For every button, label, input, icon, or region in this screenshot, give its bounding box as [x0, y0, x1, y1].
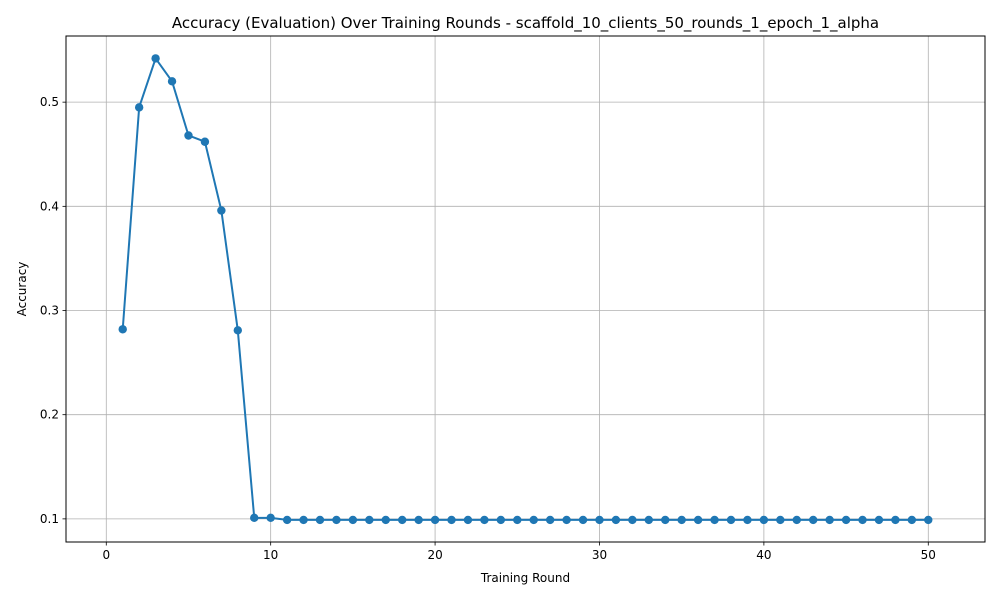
data-point	[282, 515, 292, 525]
y-axis-label: Accuracy	[15, 262, 29, 317]
data-point	[628, 515, 637, 525]
data-point	[217, 206, 226, 215]
data-point	[759, 515, 769, 525]
chart-title: Accuracy (Evaluation) Over Training Roun…	[172, 14, 879, 33]
data-point	[200, 137, 210, 146]
data-point	[233, 326, 242, 335]
data-point	[151, 54, 160, 63]
data-point	[924, 515, 933, 525]
data-point	[644, 515, 654, 525]
axis-ticks: 0 10 20 30 40 50 0.1 0.2 0.3 0.4 0.5	[40, 95, 936, 562]
data-point	[776, 515, 785, 525]
data-point	[874, 515, 884, 525]
data-point	[661, 515, 670, 525]
data-point	[743, 515, 752, 525]
data-point	[167, 77, 177, 86]
x-tick-label: 30	[592, 548, 607, 562]
data-point	[430, 515, 440, 525]
data-point	[529, 515, 538, 525]
grid-lines	[66, 36, 985, 542]
data-point	[266, 513, 275, 523]
data-point	[118, 325, 127, 334]
data-point	[677, 515, 686, 525]
data-point	[463, 515, 473, 525]
x-tick-label: 40	[756, 548, 771, 562]
data-point	[134, 103, 144, 112]
data-point	[891, 515, 900, 525]
data-point	[184, 131, 193, 140]
x-tick-label: 10	[263, 548, 278, 562]
x-tick-label: 0	[102, 548, 110, 562]
y-tick-label: 0.5	[40, 95, 59, 109]
data-point	[447, 515, 456, 525]
data-point	[825, 515, 834, 525]
data-point	[693, 515, 703, 525]
x-axis-label: Training Round	[480, 571, 570, 585]
data-point	[792, 515, 801, 525]
data-point	[348, 515, 358, 525]
data-point	[907, 515, 917, 525]
data-point	[381, 515, 390, 525]
data-point	[299, 515, 308, 525]
data-point	[414, 515, 423, 525]
y-tick-label: 0.1	[40, 512, 59, 526]
data-point	[611, 515, 621, 525]
data-point	[545, 515, 555, 525]
series-accuracy	[118, 54, 933, 525]
data-point	[809, 515, 818, 525]
data-point	[365, 515, 374, 525]
data-point	[562, 515, 571, 525]
data-point	[332, 515, 341, 525]
data-point	[480, 515, 489, 525]
x-tick-label: 20	[427, 548, 442, 562]
data-point	[397, 515, 407, 525]
data-point	[578, 515, 588, 525]
data-point	[841, 515, 851, 525]
y-tick-label: 0.2	[40, 408, 59, 422]
data-point	[595, 515, 604, 525]
data-point	[858, 515, 867, 525]
data-point	[496, 515, 506, 525]
data-point	[315, 515, 325, 525]
data-point	[513, 515, 522, 525]
data-point	[710, 515, 719, 525]
data-point	[726, 515, 736, 525]
data-point	[250, 513, 259, 523]
plot-frame	[65, 35, 986, 543]
y-tick-label: 0.3	[40, 304, 59, 318]
y-tick-label: 0.4	[40, 199, 59, 213]
x-tick-label: 50	[921, 548, 936, 562]
